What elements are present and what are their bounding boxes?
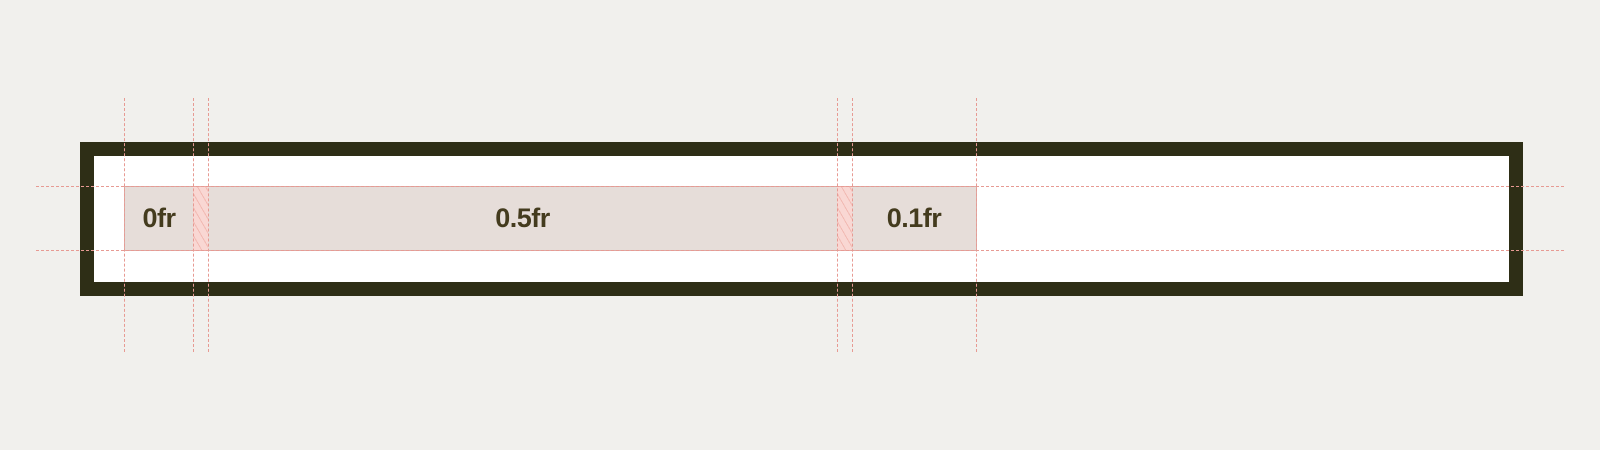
grid-track-2: 0.5fr bbox=[208, 186, 837, 251]
grid-line-row-2 bbox=[36, 250, 1564, 251]
grid-gap-2 bbox=[837, 186, 852, 251]
grid-gap-1 bbox=[193, 186, 208, 251]
grid-line-column-1 bbox=[124, 98, 125, 352]
grid-track-3: 0.1fr bbox=[852, 186, 977, 251]
grid-line-row-1 bbox=[36, 186, 1564, 187]
grid-line-column-5 bbox=[852, 98, 853, 352]
grid-track-1: 0fr bbox=[124, 186, 193, 251]
track-label-1: 0fr bbox=[142, 203, 176, 233]
grid-line-column-6 bbox=[976, 98, 977, 352]
grid-line-column-4 bbox=[837, 98, 838, 352]
track-label-2: 0.5fr bbox=[495, 203, 550, 233]
track-label-3: 0.1fr bbox=[886, 203, 942, 233]
grid-line-column-2 bbox=[193, 98, 194, 352]
grid-line-column-3 bbox=[208, 98, 209, 352]
